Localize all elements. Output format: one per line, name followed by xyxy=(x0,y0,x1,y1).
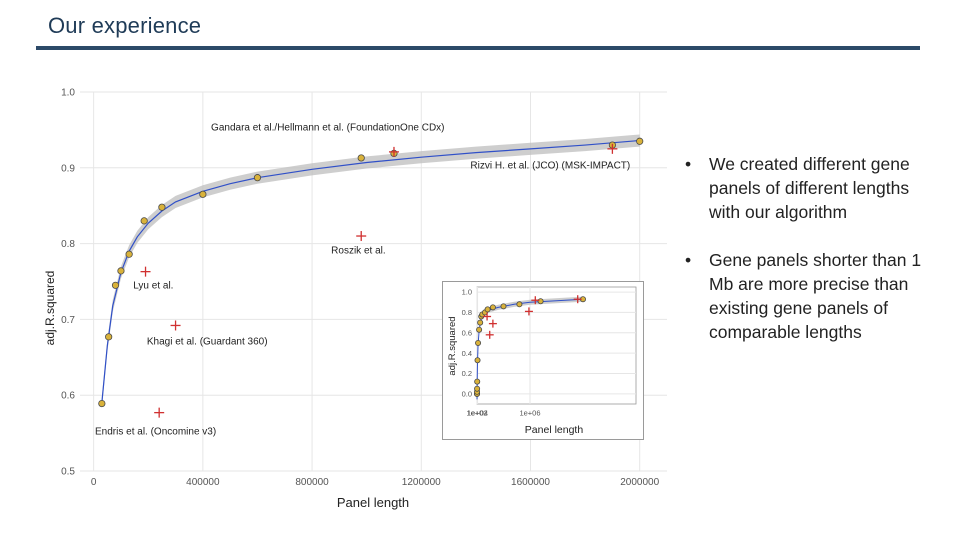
inset-data-point xyxy=(489,304,496,311)
main-reference-marker xyxy=(170,320,181,331)
main-references xyxy=(140,143,618,418)
main-data-point xyxy=(125,250,133,258)
inset-x-tick-label: 1e+04 xyxy=(467,409,488,418)
bullet-marker: • xyxy=(685,250,692,270)
main-y-tick-label: 0.5 xyxy=(61,467,75,478)
inset-data-point xyxy=(537,298,544,305)
inset-x-axis-label: Panel length xyxy=(525,424,584,436)
bullet-text: Gene panels shorter than 1 Mb are more p… xyxy=(709,250,922,342)
inset-x-tick-label: 1e+06 xyxy=(519,409,540,418)
main-data-point xyxy=(105,333,113,341)
main-data-point xyxy=(117,267,125,275)
main-data-point xyxy=(158,203,166,211)
main-y-tick-label: 0.8 xyxy=(61,239,75,250)
inset-data-point xyxy=(516,301,523,308)
main-y-tick-label: 1.0 xyxy=(61,88,75,99)
main-y-tick-label: 0.9 xyxy=(61,163,75,174)
main-y-tick-label: 0.6 xyxy=(61,391,75,402)
main-axis-ticks: 0.5 0.6 0.7 0.8 0.9 1.0 0 400000 800000 1200000 16… xyxy=(61,88,660,489)
title-divider xyxy=(36,46,920,50)
inset-reference-marker xyxy=(524,307,533,316)
inset-data-point xyxy=(484,306,491,313)
main-x-tick-label: 2000000 xyxy=(620,477,659,488)
bullet-item: • We created different gene panels of di… xyxy=(683,152,933,224)
inset-reference-marker xyxy=(573,295,582,304)
inset-data-point xyxy=(476,326,483,333)
bullet-text: We created different gene panels of diff… xyxy=(709,154,910,222)
bullet-item: • Gene panels shorter than 1 Mb are more… xyxy=(683,248,933,344)
main-annotation: Rizvi H. et al. (JCO) (MSK-IMPACT) xyxy=(470,161,630,172)
main-x-axis-label: Panel length xyxy=(337,495,409,510)
main-x-tick-label: 400000 xyxy=(186,477,220,488)
inset-y-tick-label: 0.2 xyxy=(462,369,472,378)
main-y-tick-label: 0.7 xyxy=(61,315,75,326)
main-x-tick-label: 1600000 xyxy=(511,477,550,488)
main-reference-marker xyxy=(140,266,151,277)
main-annotation: Gandara et al./Hellmann et al. (Foundati… xyxy=(211,123,444,134)
inset-x-tick-label: 1e+02 xyxy=(466,409,487,418)
main-data-point xyxy=(199,190,207,198)
inset-reference-marker xyxy=(485,330,494,339)
main-reference-marker xyxy=(356,231,367,242)
inset-y-tick-label: 0.8 xyxy=(462,308,472,317)
inset-data-point xyxy=(500,303,507,310)
inset-reference-marker xyxy=(483,312,492,321)
bullet-marker: • xyxy=(685,154,692,174)
main-data-point xyxy=(111,281,120,289)
inset-data-point xyxy=(475,339,482,346)
main-data-point xyxy=(253,174,262,182)
inset-reference-marker xyxy=(488,319,497,328)
main-annotation: Khagi et al. (Guardant 360) xyxy=(147,336,268,347)
main-y-axis-label: adj.R.squared xyxy=(43,271,57,346)
inset-y-tick-label: 1.0 xyxy=(462,288,472,297)
main-reference-marker xyxy=(154,407,165,418)
inset-data-point xyxy=(474,357,481,364)
slide-title: Our experience xyxy=(48,13,202,38)
inset-data-point xyxy=(474,385,481,392)
main-data-point xyxy=(98,399,106,408)
main-x-tick-label: 1200000 xyxy=(402,477,441,488)
inset-y-tick-label: 0.4 xyxy=(462,349,472,358)
main-x-tick-label: 800000 xyxy=(295,477,329,488)
inset-y-tick-label: 0.6 xyxy=(462,328,472,337)
main-data-point xyxy=(357,154,365,162)
main-annotation: Endris et al. (Oncomine v3) xyxy=(95,427,216,438)
main-annotations: Gandara et al./Hellmann et al. (Foundati… xyxy=(95,123,630,438)
main-data-point xyxy=(140,217,148,225)
main-x-tick-label: 0 xyxy=(91,477,97,488)
inset-data-point xyxy=(477,319,484,326)
main-reference-marker xyxy=(607,143,618,154)
inset-references xyxy=(483,295,582,339)
inset-y-tick-label: 0.0 xyxy=(462,389,472,398)
main-annotation: Lyu et al. xyxy=(133,280,173,291)
inset-reference-marker xyxy=(531,296,540,305)
inset-y-axis-label: adj.R.squared xyxy=(447,316,458,375)
main-data-point xyxy=(636,137,644,145)
main-reference-marker xyxy=(388,146,399,157)
inset-data-point xyxy=(474,378,481,385)
main-annotation: Roszik et al. xyxy=(331,245,385,256)
bullet-list: • We created different gene panels of di… xyxy=(683,152,933,368)
